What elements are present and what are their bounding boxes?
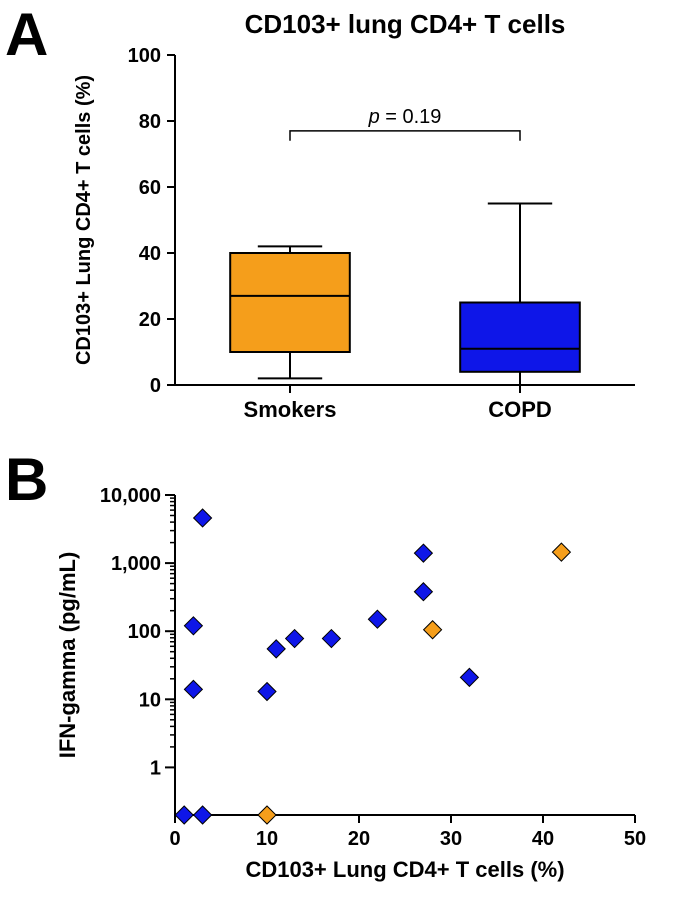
panel-b-xtick-label: 30: [440, 828, 462, 850]
scatter-point: [414, 583, 432, 601]
panel-b-xlabel: CD103+ Lung CD4+ T cells (%): [245, 857, 564, 882]
panel-a-boxplot: CD103+ lung CD4+ T cells 0 20 40 60 80 100 CD10…: [0, 0, 690, 445]
panel-a-ytick-label: 100: [128, 45, 161, 67]
scatter-point: [424, 621, 442, 639]
panel-b-ytick-label: 10: [139, 689, 161, 711]
scatter-point: [322, 630, 340, 648]
panel-b-xtick-label: 10: [256, 828, 278, 850]
scatter-point: [184, 680, 202, 698]
scatter-point: [414, 544, 432, 562]
panel-a-ytick-label: 0: [150, 375, 161, 397]
scatter-point: [258, 806, 276, 824]
scatter-point: [286, 630, 304, 648]
panel-b-xtick-label: 40: [532, 828, 554, 850]
scatter-point: [258, 683, 276, 701]
panel-a-ytick-label: 60: [139, 177, 161, 199]
panel-a-category-label: Smokers: [244, 397, 337, 422]
box-body: [460, 303, 580, 372]
panel-a-ytick-label: 40: [139, 243, 161, 265]
scatter-point: [267, 640, 285, 658]
panel-b-ytick-label: 100: [128, 621, 161, 643]
panel-a-ytick-label: 20: [139, 309, 161, 331]
panel-a-ytick-label: 80: [139, 111, 161, 133]
scatter-point: [460, 668, 478, 686]
panel-b-xtick-label: 0: [169, 828, 180, 850]
scatter-point: [184, 617, 202, 635]
panel-a-ylabel: CD103+ Lung CD4+ T cells (%): [73, 75, 95, 365]
scatter-point: [552, 543, 570, 561]
scatter-point: [194, 509, 212, 527]
p-value-bracket: [290, 131, 520, 141]
panel-b-ytick-label: 1,000: [111, 553, 161, 575]
p-value-text: p = 0.19: [368, 106, 442, 128]
box-body: [230, 253, 350, 352]
panel-a-title: CD103+ lung CD4+ T cells: [245, 9, 566, 39]
scatter-point: [368, 610, 386, 628]
panel-b-xtick-label: 20: [348, 828, 370, 850]
panel-a-category-label: COPD: [488, 397, 552, 422]
panel-b-scatter: 1 10 100 1,000 10,000 0 10 20 30 40 50 IFN-gamma (p…: [0, 445, 690, 899]
panel-b-ytick-label: 1: [150, 757, 161, 779]
panel-b-ylabel: IFN-gamma (pg/mL): [55, 552, 80, 759]
panel-b-xtick-label: 50: [624, 828, 646, 850]
scatter-point: [175, 806, 193, 824]
panel-b-ytick-label: 10,000: [100, 485, 161, 507]
scatter-point: [194, 806, 212, 824]
